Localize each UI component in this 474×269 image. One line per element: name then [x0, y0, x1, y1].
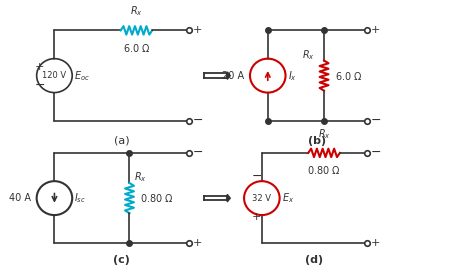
Text: $E_x$: $E_x$ [282, 191, 294, 205]
Text: +: + [35, 62, 44, 72]
Text: −: − [371, 114, 381, 127]
Text: 120 V: 120 V [42, 71, 66, 80]
Polygon shape [227, 72, 230, 79]
Text: $R_x$: $R_x$ [318, 127, 330, 141]
Text: −: − [35, 79, 45, 91]
Text: −: − [252, 170, 262, 183]
Text: −: − [371, 146, 381, 160]
Text: −: − [193, 114, 203, 127]
Text: −: − [193, 146, 203, 160]
Text: $E_{oc}$: $E_{oc}$ [74, 69, 90, 83]
Text: $I_x$: $I_x$ [288, 69, 296, 83]
Text: 6.0 $\Omega$: 6.0 $\Omega$ [335, 70, 363, 82]
Text: (b): (b) [308, 136, 326, 146]
Text: 6.0 $\Omega$: 6.0 $\Omega$ [123, 42, 150, 54]
Text: $R_x$: $R_x$ [302, 48, 315, 62]
Text: $I_{sc}$: $I_{sc}$ [74, 191, 86, 205]
Text: (d): (d) [305, 255, 323, 265]
Text: 40 A: 40 A [9, 193, 31, 203]
Polygon shape [227, 194, 230, 202]
Text: (a): (a) [114, 136, 129, 146]
Text: +: + [371, 238, 380, 248]
Text: +: + [252, 212, 262, 222]
Text: 32 V: 32 V [252, 194, 271, 203]
Text: 0.80 $\Omega$: 0.80 $\Omega$ [140, 192, 174, 204]
Text: 0.80 $\Omega$: 0.80 $\Omega$ [307, 164, 341, 176]
Text: +: + [193, 25, 202, 36]
Text: $R_x$: $R_x$ [135, 171, 147, 184]
Text: +: + [371, 25, 380, 36]
Text: $R_x$: $R_x$ [130, 4, 143, 18]
Text: 20 A: 20 A [222, 71, 244, 81]
Text: (c): (c) [113, 255, 130, 265]
Text: +: + [193, 238, 202, 248]
